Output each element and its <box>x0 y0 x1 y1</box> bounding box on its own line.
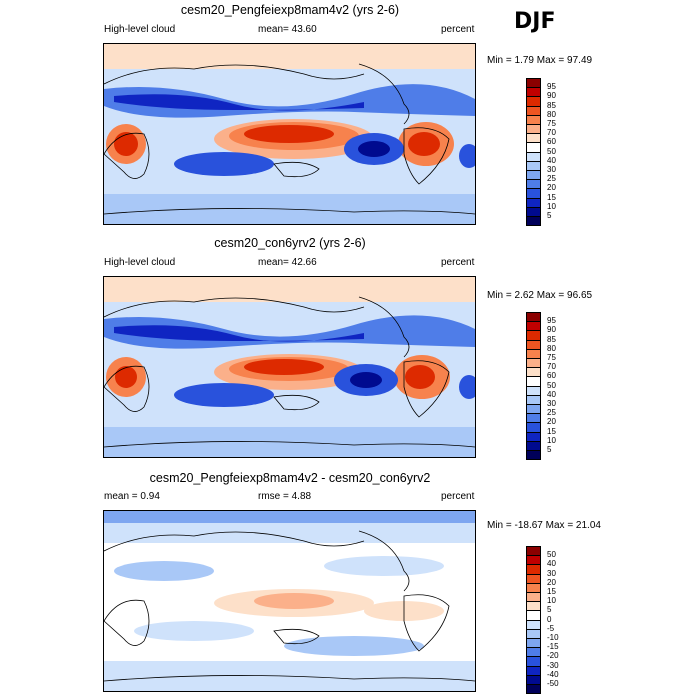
colorbar-tick-label: 10 <box>547 435 556 445</box>
colorbar-tick-label: 60 <box>547 137 556 147</box>
colorbar-tick-label: 95 <box>547 82 556 92</box>
panel-3-minmax: Min = -18.67 Max = 21.04 <box>487 520 601 531</box>
colorbar-tick-label: 40 <box>547 389 556 399</box>
panel-1-minmax: Min = 1.79 Max = 97.49 <box>487 55 593 66</box>
colorbar-tick-label: 5 <box>547 605 552 615</box>
colorbar-tick-label: 15 <box>547 192 556 202</box>
colorbar-tick-label: 95 <box>547 316 556 326</box>
colorbar-tick-label: 85 <box>547 100 556 110</box>
colorbar-tick-label: -20 <box>547 651 559 661</box>
colorbar-tick-label: 90 <box>547 91 556 101</box>
colorbar-tick-label: 15 <box>547 426 556 436</box>
colorbar-tick-label: 75 <box>547 353 556 362</box>
colorbar-tick-label: 25 <box>547 174 556 184</box>
colorbar-tick-label: -5 <box>547 623 555 633</box>
panel-3-title: cesm20_Pengfeiexp8mam4v2 - cesm20_con6yr… <box>149 471 431 485</box>
colorbar-swatch <box>526 684 541 695</box>
colorbar-tick-label: 50 <box>547 380 556 390</box>
colorbar-tick-label: 75 <box>547 119 556 128</box>
colorbar-tick-label: 5 <box>547 211 552 220</box>
colorbar-tick-label: 10 <box>547 596 556 606</box>
panel-3-map <box>103 510 476 692</box>
colorbar-tick-label: 20 <box>547 417 556 427</box>
colorbar-tick-label: 85 <box>547 334 556 344</box>
panel-3-units-label: percent <box>441 491 475 502</box>
colorbar-tick-label: 50 <box>547 550 556 560</box>
colorbar-tick-label: 15 <box>547 587 556 596</box>
season-label: DJF <box>514 9 556 34</box>
panel-1-mean-label: mean= 43.60 <box>258 24 317 35</box>
colorbar-tick-label: -30 <box>547 660 559 670</box>
colorbar-tick-label: 25 <box>547 408 556 418</box>
colorbar-tick-label: 80 <box>547 109 556 119</box>
colorbar-tick-label: 80 <box>547 343 556 353</box>
colorbar-tick-label: 30 <box>547 165 556 174</box>
panel-2-variable-label: High-level cloud <box>104 257 176 268</box>
colorbar-tick-label: 60 <box>547 371 556 381</box>
panel-3-mean-label: mean = 0.94 <box>104 491 160 502</box>
colorbar-tick-label: 40 <box>547 155 556 165</box>
panel-1-title: cesm20_Pengfeiexp8mam4v2 (yrs 2-6) <box>180 3 400 17</box>
colorbar-tick-label: 0 <box>547 614 552 624</box>
panel-2-title: cesm20_con6yrv2 (yrs 2-6) <box>214 236 366 250</box>
colorbar-swatch <box>526 216 541 227</box>
panel-1-map <box>103 43 476 225</box>
colorbar-tick-label: 90 <box>547 325 556 335</box>
colorbar-tick-label: 30 <box>547 568 556 578</box>
colorbar-tick-label: 70 <box>547 362 556 372</box>
panel-2-units-label: percent <box>441 257 475 268</box>
panel-3-rmse-label: rmse = 4.88 <box>258 491 312 502</box>
colorbar-tick-label: 10 <box>547 201 556 211</box>
colorbar-tick-label: -15 <box>547 642 559 652</box>
colorbar-tick-label: 50 <box>547 146 556 156</box>
panel-2-minmax: Min = 2.62 Max = 96.65 <box>487 290 593 301</box>
colorbar-tick-label: -50 <box>547 679 559 688</box>
colorbar-tick-label: 20 <box>547 577 556 587</box>
colorbar-tick-label: 40 <box>547 559 556 569</box>
colorbar-tick-label: 70 <box>547 128 556 138</box>
colorbar-tick-label: 30 <box>547 399 556 408</box>
colorbar-tick-label: 20 <box>547 183 556 193</box>
colorbar-tick-label: -40 <box>547 669 559 679</box>
colorbar-tick-label: -10 <box>547 633 559 642</box>
colorbar-tick-label: 5 <box>547 445 552 454</box>
panel-2-mean-label: mean= 42.66 <box>258 257 317 268</box>
colorbar-swatch <box>526 450 541 461</box>
panel-2-map <box>103 276 476 458</box>
panel-1-variable-label: High-level cloud <box>104 24 176 35</box>
panel-1-units-label: percent <box>441 24 475 35</box>
